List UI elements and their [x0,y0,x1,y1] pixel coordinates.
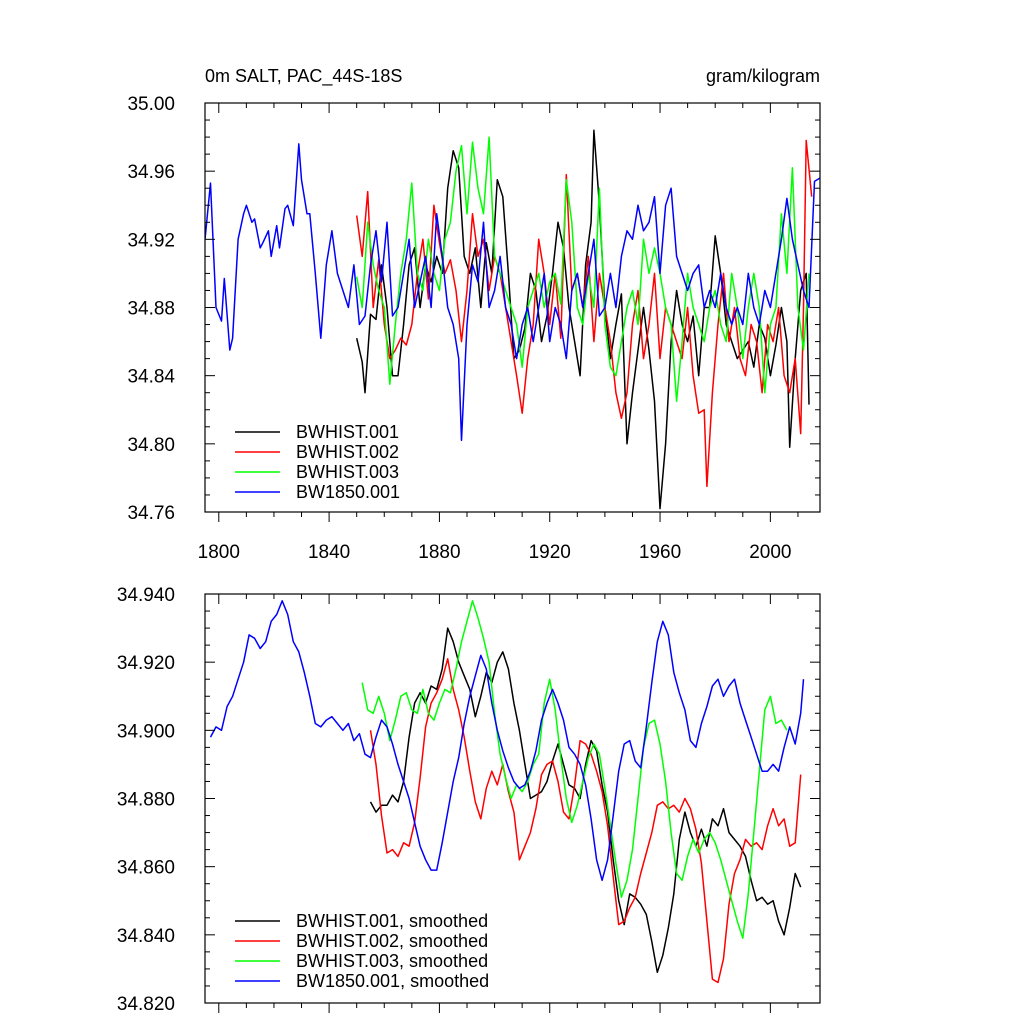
legend-label-2: BWHIST.002, smoothed [296,931,488,951]
legend-label-1: BWHIST.001 [296,422,399,442]
top-panel: 0m SALT, PAC_44S-18S gram/kilogram 34.76… [127,66,821,563]
series-line-3 [355,136,810,402]
legend-label-1: BWHIST.001, smoothed [296,911,488,931]
series-line-2 [355,139,813,488]
top-title-left: 0m SALT, PAC_44S-18S [205,66,402,87]
legend-label-4: BW1850.001, smoothed [296,971,489,991]
y-tick-label: 34.92 [127,230,175,251]
y-tick-label: 34.76 [127,503,175,524]
series-line-1 [355,129,810,510]
y-tick-label: 34.940 [117,585,175,606]
x-tick-label: 1880 [418,542,460,563]
y-tick-label: 34.820 [117,994,175,1015]
y-tick-label: 34.80 [127,435,175,456]
series-line-3 [361,600,788,939]
x-tick-label: 1800 [198,542,240,563]
x-tick-label: 1960 [639,542,681,563]
top-title-right: gram/kilogram [706,66,820,86]
y-tick-label: 34.88 [127,299,175,320]
x-tick-label: 2000 [749,542,791,563]
y-tick-label: 35.00 [127,94,175,115]
x-tick-label: 1920 [529,542,571,563]
y-tick-label: 34.860 [117,858,175,879]
legend-label-4: BW1850.001 [296,482,400,502]
plot-lines [209,600,805,984]
y-tick-label: 34.96 [127,162,175,183]
series-line-1 [369,627,802,974]
x-tick-label: 1840 [308,542,350,563]
legend-label-3: BWHIST.003 [296,462,399,482]
series-line-4 [209,600,805,882]
bottom-panel: 34.820 34.840 34.860 34.880 34.900 34.920 34.9… [117,585,821,1015]
y-tick-label: 34.920 [117,653,175,674]
y-tick-label: 34.900 [117,721,175,742]
series-line-2 [369,658,802,984]
y-tick-label: 34.840 [117,926,175,947]
y-tick-label: 34.84 [127,367,175,388]
plot-lines [205,129,820,510]
y-tick-label: 34.880 [117,790,175,811]
legend-label-2: BWHIST.002 [296,442,399,462]
series-line-4 [205,143,820,442]
legend-label-3: BWHIST.003, smoothed [296,951,488,971]
